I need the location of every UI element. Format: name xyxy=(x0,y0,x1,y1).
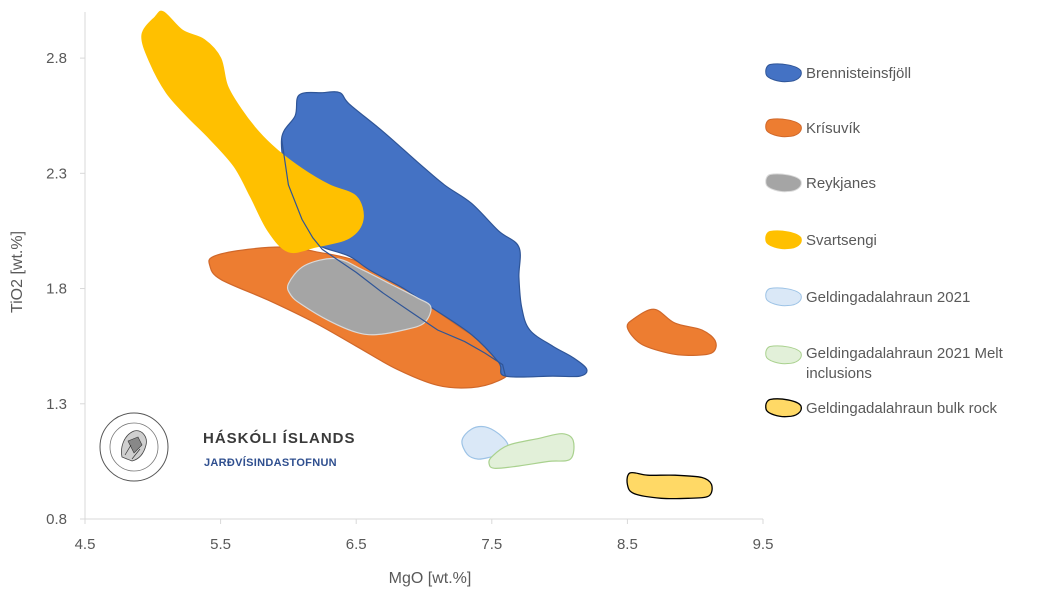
legend-swatch xyxy=(765,345,802,365)
legend-label: Brennisteinsfjöll xyxy=(806,65,911,82)
x-tick-label: 4.5 xyxy=(75,536,96,553)
legend-item-brennisteinsfjoll: Brennisteinsfjöll xyxy=(765,63,911,83)
y-tick-label: 2.8 xyxy=(46,50,67,67)
chart-axes: 4.5 5.5 6.5 7.5 8.5 9.5 0.8 1.3 1.8 2.3 2.8 xyxy=(46,12,773,553)
legend-label: Svartsengi xyxy=(806,232,877,249)
x-tick-label: 7.5 xyxy=(481,536,502,553)
x-tick-label: 5.5 xyxy=(210,536,231,553)
legend-label: Geldingadalahraun 2021 xyxy=(806,289,970,306)
legend-item-krisuvik: Krísuvík xyxy=(765,118,861,138)
region-reykjanes xyxy=(286,257,432,336)
y-axis-title: TiO2 [wt.%] xyxy=(9,231,26,313)
x-axis-title: MgO [wt.%] xyxy=(389,570,472,587)
logo-institute-name: JARÐVÍSINDASTOFNUN xyxy=(204,456,337,469)
region-krisuvik-2 xyxy=(626,308,717,357)
x-tick-label: 9.5 xyxy=(753,536,774,553)
y-tick-label: 0.8 xyxy=(46,511,67,528)
legend-item-reykjanes: Reykjanes xyxy=(765,173,876,193)
x-tick-label: 8.5 xyxy=(617,536,638,553)
university-seal xyxy=(99,412,169,482)
chart-shapes xyxy=(141,10,717,500)
region-brennisteinsfjoll xyxy=(280,91,588,378)
legend-swatch xyxy=(765,230,802,250)
legend-label: Krísuvík xyxy=(806,120,861,137)
legend-swatch xyxy=(765,398,802,418)
legend-label: Reykjanes xyxy=(806,175,876,192)
region-geldingadalahraun-bulk-rock xyxy=(626,471,713,500)
university-logo: HÁSKÓLI ÍSLANDS JARÐVÍSINDASTOFNUN xyxy=(99,412,356,482)
y-tick-label: 1.8 xyxy=(46,281,67,298)
legend-label: Geldingadalahraun bulk rock xyxy=(806,400,997,417)
logo-university-name: HÁSKÓLI ÍSLANDS xyxy=(203,429,356,447)
region-geldingadalahraun-2021-melt-inclusions xyxy=(488,433,575,469)
region-svartsengi xyxy=(141,10,364,254)
legend-item-svartsengi: Svartsengi xyxy=(765,230,877,250)
y-tick-label: 2.3 xyxy=(46,165,67,182)
legend-label: Geldingadalahraun 2021 Melt inclusions xyxy=(806,345,1004,382)
legend-swatch xyxy=(765,173,802,193)
legend-swatch xyxy=(765,287,802,307)
legend-swatch xyxy=(765,118,802,138)
boundary-line xyxy=(281,138,506,377)
legend-item-geldingadalahraun-bulk-rock: Geldingadalahraun bulk rock xyxy=(765,398,997,418)
x-tick-label: 6.5 xyxy=(346,536,367,553)
legend-swatch xyxy=(765,63,802,83)
y-tick-label: 1.3 xyxy=(46,396,67,413)
legend-item-geldingadalahraun-2021-melt-inclusions: Geldingadalahraun 2021 Melt inclusions xyxy=(765,345,1004,382)
legend-item-geldingadalahraun-2021: Geldingadalahraun 2021 xyxy=(765,287,970,307)
legend: Brennisteinsfjöll Krísuvík Reykjanes Svarts… xyxy=(765,63,1004,418)
